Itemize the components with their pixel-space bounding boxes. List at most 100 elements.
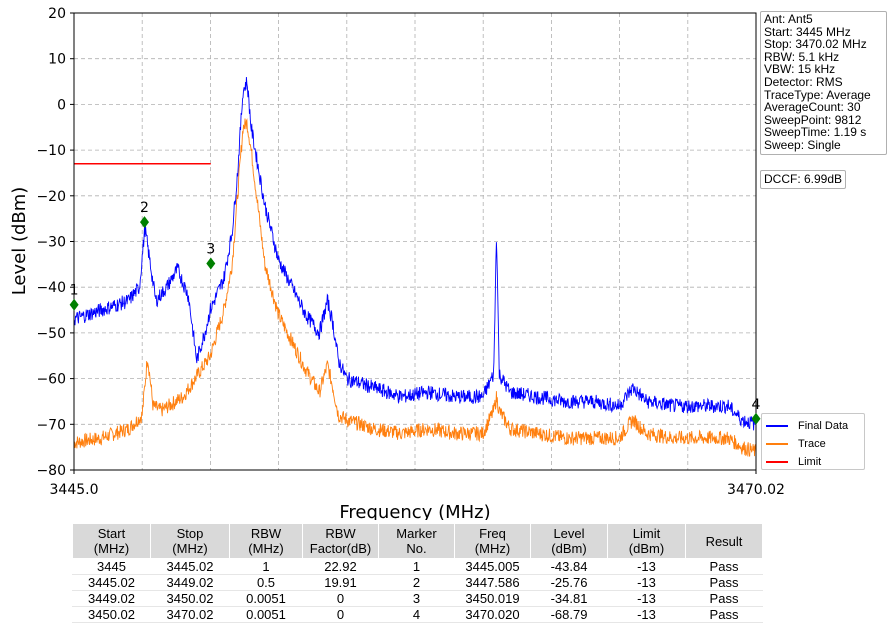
y-axis-label: Level (dBm) xyxy=(9,187,30,296)
spectrum-chart: 1 2 3 4 20 10 0 −10 −20 −30 −40 −50 −60 −70 −80 3445.0… xyxy=(9,6,785,520)
legend-entry: Trace xyxy=(766,435,864,453)
table-header-row: Start (MHz) Stop (MHz) RBW (MHz) RBW Factor(dB)… xyxy=(72,523,763,559)
table-row: 3445.02 3449.02 0.5 19.91 2 3447.586 -25.76 -13… xyxy=(72,574,763,591)
marker-layer: 1 2 3 4 xyxy=(69,200,761,425)
table-cell: 0.0051 xyxy=(229,590,303,607)
table-header-text: (MHz) xyxy=(172,541,208,556)
table-cell: Pass xyxy=(685,574,763,591)
table-cell: 3445.02 xyxy=(150,558,230,575)
table-cell: 19.91 xyxy=(302,574,379,591)
marker-4 xyxy=(751,412,761,425)
table-cell: Pass xyxy=(685,606,763,623)
y-tick-label: −20 xyxy=(36,189,66,205)
info-line: Stop: 3470.02 MHz xyxy=(764,37,867,52)
table-header-text: RBW xyxy=(250,526,282,541)
legend-swatch xyxy=(766,461,788,463)
table-cell: 4 xyxy=(378,606,455,623)
table-cell: 3447.586 xyxy=(454,574,531,591)
table-header-cell: Stop (MHz) xyxy=(150,523,230,559)
legend-entry: Limit xyxy=(766,453,864,471)
tick-layer: 20 10 0 −10 −20 −30 −40 −50 −60 −70 −80 3445.0 3470.… xyxy=(36,6,785,498)
legend-swatch xyxy=(766,443,788,445)
y-tick-label: 20 xyxy=(48,6,66,22)
y-tick-label: 0 xyxy=(57,97,66,113)
table-header-cell: Level (dBm) xyxy=(530,523,608,559)
info-line: Detector: RMS xyxy=(764,74,843,89)
table-cell: 0 xyxy=(302,606,379,623)
table-header-text: No. xyxy=(406,541,427,556)
marker-label: 4 xyxy=(752,397,761,413)
legend-label: Limit xyxy=(798,456,822,468)
table-cell: Pass xyxy=(685,590,763,607)
table-cell: 3449.02 xyxy=(72,590,151,607)
info-line: SweepPoint: 9812 xyxy=(764,112,862,127)
y-tick-label: −40 xyxy=(36,280,66,296)
table-cell: 22.92 xyxy=(302,558,379,575)
info-line: Start: 3445 MHz xyxy=(764,24,851,39)
table-header-text: Level xyxy=(553,526,585,541)
legend: Final Data Trace Limit xyxy=(761,413,865,470)
y-tick-label: 10 xyxy=(48,52,66,68)
table-header-text: (MHz) xyxy=(248,541,284,556)
table-header-text: Factor(dB) xyxy=(309,541,372,556)
table-cell: 3445.02 xyxy=(72,574,151,591)
marker-label: 1 xyxy=(70,283,79,299)
table-cell: -13 xyxy=(607,574,686,591)
legend-swatch xyxy=(766,425,788,427)
table-header-text: Marker xyxy=(396,526,437,541)
table-header-text: RBW xyxy=(325,526,356,541)
table-header-cell: Freq (MHz) xyxy=(454,523,531,559)
y-tick-label: −10 xyxy=(36,143,66,159)
table-header-text: (dBm) xyxy=(628,541,665,556)
table-header-cell: Start (MHz) xyxy=(72,523,151,559)
x-tick-label: 3470.02 xyxy=(727,482,785,498)
table-cell: 3470.02 xyxy=(150,606,230,623)
table-header-cell: RBW (MHz) xyxy=(229,523,303,559)
marker-1 xyxy=(69,298,79,311)
table-header-text: Limit xyxy=(632,526,661,541)
table-cell: 3445 xyxy=(72,558,151,575)
table-cell: 1 xyxy=(229,558,303,575)
table-cell: -13 xyxy=(607,590,686,607)
table-cell: -13 xyxy=(607,558,686,575)
table-header-text: Stop xyxy=(176,526,204,541)
table-cell: -13 xyxy=(607,606,686,623)
marker-3 xyxy=(206,257,216,270)
table-cell: -43.84 xyxy=(530,558,608,575)
table-cell: 1 xyxy=(378,558,455,575)
table-cell: 2 xyxy=(378,574,455,591)
table-cell: -25.76 xyxy=(530,574,608,591)
table-cell: -68.79 xyxy=(530,606,608,623)
table-cell: 3450.019 xyxy=(454,590,531,607)
info-line: SweepTime: 1.19 s xyxy=(764,125,867,140)
table-cell: 3450.02 xyxy=(150,590,230,607)
sweep-info-box: Ant: Ant5 Start: 3445 MHz Stop: 3470.02 MH… xyxy=(760,11,887,155)
table-header-text: Start xyxy=(97,526,126,541)
table-cell: Pass xyxy=(685,558,763,575)
y-tick-label: −80 xyxy=(36,463,66,479)
table-row: 3450.02 3470.02 0.0051 0 4 3470.020 -68.79 -13 P… xyxy=(72,606,763,623)
marker-label: 2 xyxy=(140,200,149,216)
legend-entry: Final Data xyxy=(766,417,864,435)
table-cell: 3 xyxy=(378,590,455,607)
marker-2 xyxy=(139,216,149,229)
dccf-box: DCCF: 6.99dB xyxy=(760,170,847,189)
table-header-cell: Marker No. xyxy=(378,523,455,559)
series-trace xyxy=(74,118,756,457)
table-header-text: (MHz) xyxy=(93,541,130,556)
table-header-text: Freq xyxy=(479,526,506,541)
info-line: AverageCount: 30 xyxy=(764,100,861,115)
table-header-text: (MHz) xyxy=(474,541,511,556)
table-cell: 0.0051 xyxy=(229,606,303,623)
y-tick-label: −50 xyxy=(36,326,66,342)
table-cell: 3450.02 xyxy=(72,606,151,623)
marker-label: 3 xyxy=(206,241,215,257)
legend-label: Final Data xyxy=(798,420,849,432)
series-layer xyxy=(74,76,756,457)
info-line: TraceType: Average xyxy=(764,87,871,102)
y-tick-label: −70 xyxy=(36,417,66,433)
table-cell: 0 xyxy=(302,590,379,607)
table-cell: 3449.02 xyxy=(150,574,230,591)
info-line: Ant: Ant5 xyxy=(764,12,813,26)
info-line: Sweep: Single xyxy=(764,137,841,152)
